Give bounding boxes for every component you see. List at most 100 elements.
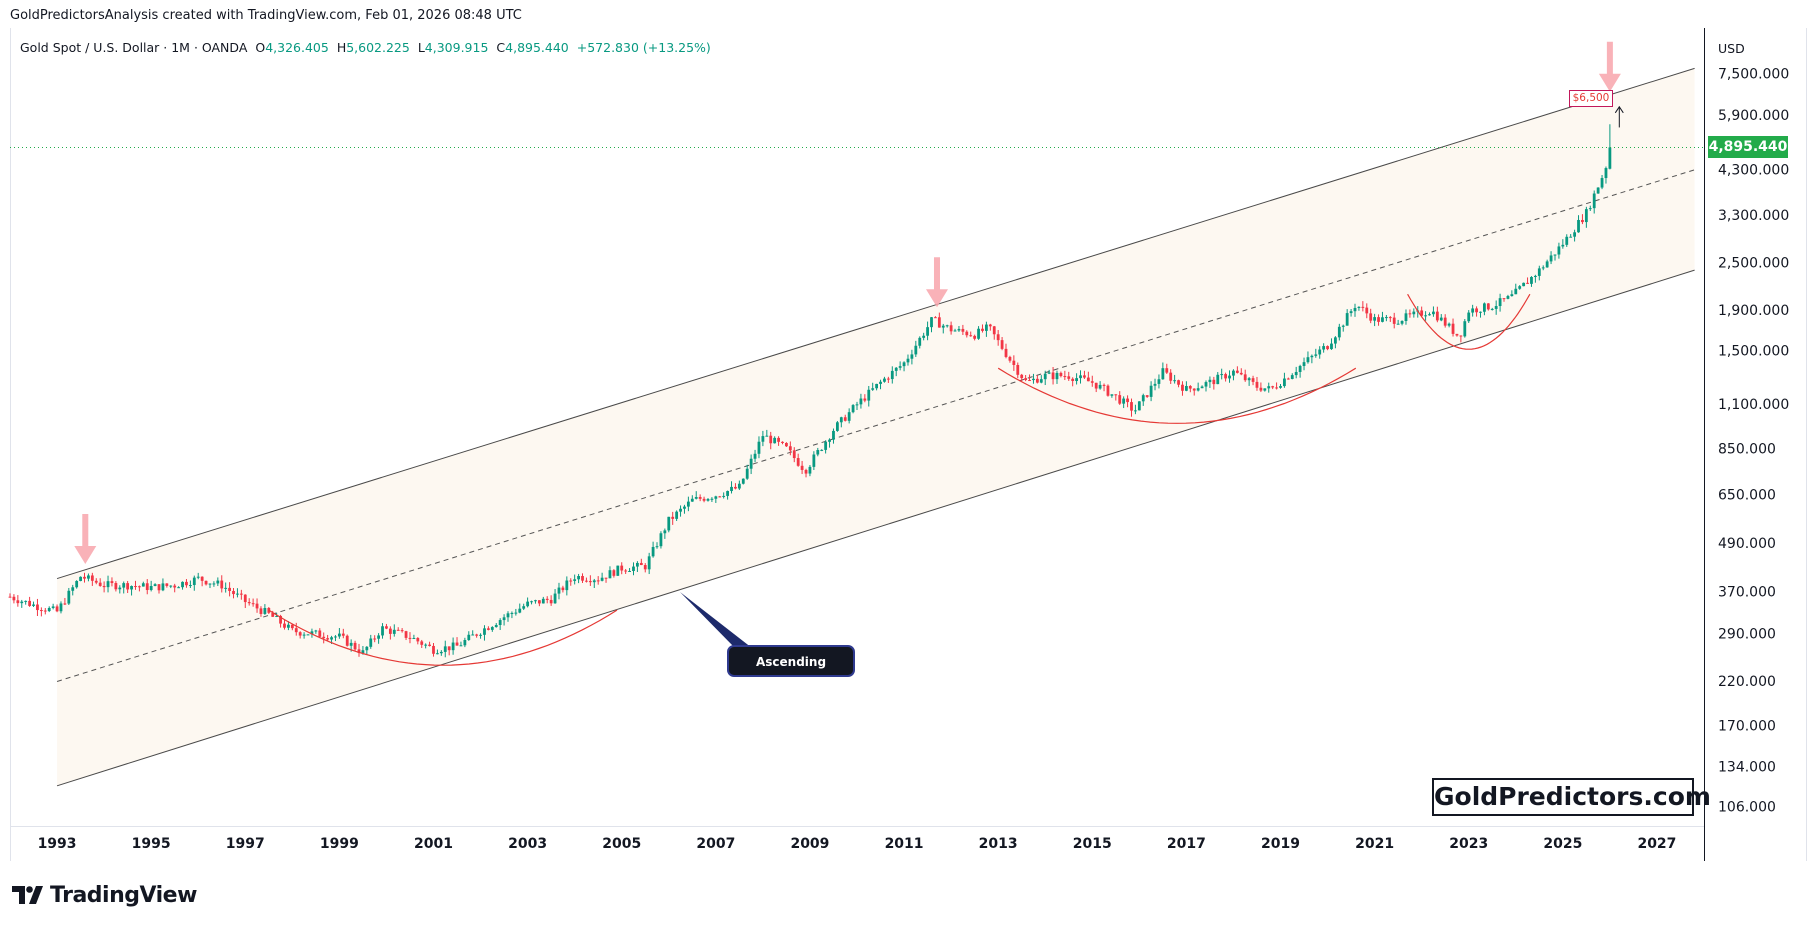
- candle-body: [839, 417, 843, 423]
- candle-body: [498, 620, 502, 626]
- candle-body: [679, 508, 682, 512]
- candle-body: [1471, 308, 1475, 313]
- candle-body: [28, 600, 32, 606]
- candle-body: [283, 623, 286, 628]
- candle-body: [659, 533, 663, 547]
- candle-body: [71, 587, 75, 591]
- target-label: $6,500: [1569, 89, 1613, 107]
- candle-body: [1424, 315, 1427, 317]
- candle-body: [455, 642, 459, 646]
- tradingview-logo-icon: [12, 886, 43, 904]
- candle-body: [102, 585, 106, 588]
- candle-body: [361, 650, 365, 654]
- candle-body: [110, 581, 114, 584]
- candle-body: [894, 367, 898, 371]
- candle-body: [1353, 307, 1357, 312]
- price-tick-label: 134.000: [1718, 759, 1776, 775]
- candle-body: [1235, 370, 1239, 373]
- candle-body: [1365, 307, 1369, 314]
- candle-body: [706, 499, 710, 501]
- tradingview-logo[interactable]: TradingView: [12, 883, 197, 908]
- candle-body: [565, 580, 569, 591]
- candle-body: [643, 565, 647, 570]
- price-tick-label: 650.000: [1718, 487, 1776, 503]
- candle-body: [1530, 277, 1533, 284]
- candle-body: [1216, 374, 1220, 385]
- candle-body: [718, 496, 722, 498]
- candle-body: [1145, 395, 1149, 397]
- time-tick-label: 2003: [508, 836, 547, 852]
- candle-body: [1502, 298, 1506, 300]
- candle-body: [1533, 275, 1537, 278]
- price-tick-label: 7,500.000: [1718, 67, 1789, 83]
- candle-body: [608, 570, 612, 579]
- candle-body: [694, 497, 698, 499]
- candle-body: [1243, 374, 1247, 381]
- candle-body: [1459, 335, 1463, 337]
- candle-body: [330, 637, 333, 640]
- candle-body: [1106, 385, 1110, 396]
- candle-body: [87, 575, 90, 579]
- candle-body: [800, 465, 804, 470]
- time-tick-label: 2001: [414, 836, 453, 852]
- candle-body: [526, 601, 530, 607]
- candle-body: [459, 645, 463, 647]
- candle-body: [581, 576, 584, 581]
- candle-body: [392, 629, 396, 634]
- candle-body: [177, 587, 181, 589]
- symbol-name[interactable]: Gold Spot / U.S. Dollar · 1M · OANDA: [20, 40, 248, 55]
- candle-body: [1545, 261, 1549, 268]
- candle-body: [173, 585, 177, 588]
- candle-body: [153, 584, 157, 587]
- candle-body: [847, 412, 851, 421]
- candle-body: [714, 496, 718, 499]
- candle-body: [1596, 187, 1600, 194]
- candle-body: [1455, 333, 1459, 336]
- candle-body: [561, 587, 565, 591]
- candle-body: [204, 580, 208, 585]
- time-tick-label: 2015: [1073, 836, 1112, 852]
- candle-body: [1232, 370, 1235, 376]
- price-tick-label: 170.000: [1718, 718, 1776, 734]
- candle-body: [1039, 379, 1043, 383]
- candle-body: [1094, 382, 1098, 389]
- candle-body: [890, 370, 894, 380]
- price-tick-label: 4,300.000: [1718, 162, 1789, 178]
- candle-body: [832, 430, 835, 440]
- time-tick-label: 1997: [226, 836, 265, 852]
- candle-body: [671, 516, 675, 519]
- candle-body: [381, 626, 384, 636]
- ascending-channel-callout[interactable]: Ascending Channel: [727, 645, 855, 699]
- candle-body: [243, 594, 247, 603]
- candle-body: [337, 633, 341, 637]
- candle-body: [271, 612, 275, 617]
- candle-body: [502, 617, 506, 621]
- candle-body: [988, 324, 992, 327]
- candle-body: [369, 638, 373, 647]
- close-value: 4,895.440: [505, 40, 569, 55]
- candle-body: [843, 417, 847, 421]
- candle-body: [1451, 323, 1455, 334]
- candle-body: [1553, 254, 1557, 256]
- candle-body: [216, 580, 220, 584]
- candle-body: [1224, 374, 1228, 379]
- candle-body: [157, 584, 161, 591]
- candle-body: [883, 378, 886, 382]
- candle-body: [1510, 294, 1514, 297]
- candle-body: [698, 497, 702, 499]
- candle-body: [737, 483, 741, 489]
- candle-body: [585, 580, 588, 582]
- currency-label[interactable]: USD: [1718, 41, 1745, 56]
- candle-body: [710, 498, 714, 500]
- candle-body: [149, 586, 153, 591]
- candle-body: [1059, 372, 1063, 377]
- candle-body: [1498, 298, 1502, 307]
- candle-body: [1388, 317, 1392, 319]
- candle-body: [145, 583, 149, 591]
- candle-body: [875, 383, 879, 389]
- candle-body: [224, 587, 228, 589]
- candle-body: [1581, 219, 1584, 223]
- candle-body: [1302, 362, 1306, 366]
- candle-body: [1192, 388, 1196, 391]
